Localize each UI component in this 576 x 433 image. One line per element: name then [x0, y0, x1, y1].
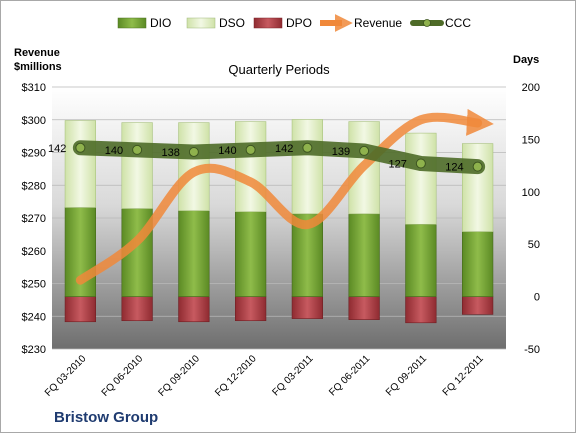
ccc-point: [75, 142, 86, 153]
revenue-line: [75, 108, 494, 285]
left-tick-label: $240: [22, 311, 46, 323]
bar-dio: [348, 213, 380, 297]
legend-item-revenue: Revenue: [320, 14, 402, 32]
bar-dpo: [235, 296, 267, 322]
ccc-data-label: 140: [105, 145, 123, 157]
bar-dio: [405, 223, 437, 297]
ccc-point: [245, 144, 256, 155]
ccc-data-label: 142: [275, 143, 293, 155]
x-axis-ticks: FQ 03-2010 FQ 06-2010 FQ 09-2010 FQ 12-2010…: [43, 353, 486, 399]
right-tick-label: 150: [522, 134, 540, 146]
bar-dso: [235, 121, 267, 213]
bar-dio: [178, 210, 210, 297]
legend: DIO DSO DPO Revenue CCC: [117, 14, 471, 32]
legend-item-dso: DSO: [186, 16, 245, 30]
x-tick-label: FQ 06-2010: [100, 353, 146, 399]
right-tick-label: 100: [522, 187, 540, 199]
right-axis-title: Days: [513, 54, 539, 66]
legend-swatch-dpo: [253, 17, 283, 29]
ccc-point: [188, 146, 199, 157]
legend-item-ccc: CCC: [410, 16, 471, 30]
right-tick-label: 200: [522, 82, 540, 94]
bar-dso: [462, 143, 494, 232]
legend-label-dpo: DPO: [286, 16, 312, 30]
chart-title: Quarterly Periods: [228, 62, 330, 77]
right-tick-label: -50: [524, 344, 540, 356]
bars: [64, 119, 494, 324]
ccc-data-label: 142: [48, 143, 66, 155]
x-tick-label: FQ 03-2011: [271, 353, 316, 398]
legend-marker-ccc: [423, 19, 431, 27]
bar-dio: [462, 231, 494, 297]
x-tick-label: FQ 06-2011: [327, 353, 372, 398]
bar-dpo: [64, 296, 96, 323]
ccc-series: [72, 140, 486, 175]
legend-label-revenue: Revenue: [354, 16, 402, 30]
left-tick-label: $290: [22, 148, 46, 160]
left-axis-ticks: $230 $240 $250 $260 $270 $280 $290 $300 $310: [22, 82, 46, 356]
ccc-point: [132, 144, 143, 155]
left-axis-title-line1: Revenue: [14, 47, 60, 59]
ccc-data-label: 140: [218, 145, 236, 157]
legend-label-dso: DSO: [219, 16, 245, 30]
left-tick-label: $310: [22, 82, 46, 94]
x-tick-label: FQ 09-2010: [156, 353, 202, 399]
legend-swatch-dio: [117, 17, 147, 29]
ccc-point: [415, 158, 426, 169]
bar-dpo: [121, 296, 153, 322]
bar-dpo: [178, 296, 210, 323]
right-tick-label: 50: [528, 239, 540, 251]
x-tick-label: FQ 03-2010: [43, 353, 89, 399]
ccc-line: [72, 140, 486, 175]
bar-dso: [291, 119, 323, 215]
right-axis-ticks: -50 0 50 100 150 200: [522, 82, 540, 356]
x-tick-label: FQ 09-2011: [384, 353, 429, 398]
ccc-data-label: 124: [445, 162, 463, 174]
left-tick-label: $300: [22, 115, 46, 127]
bar-dso: [405, 132, 437, 225]
ccc-data-label: 139: [332, 146, 350, 158]
right-tick-label: 0: [534, 292, 540, 304]
left-tick-label: $270: [22, 213, 46, 225]
left-tick-label: $250: [22, 279, 46, 291]
bar-dso: [64, 120, 96, 208]
x-tick-label: FQ 12-2011: [441, 353, 486, 398]
ccc-data-label: 127: [389, 159, 407, 171]
bar-dpo: [348, 296, 380, 320]
bar-dpo: [405, 296, 437, 324]
legend-item-dio: DIO: [117, 16, 171, 30]
left-axis-title-line2: $millions: [14, 61, 62, 73]
ccc-data-labels: 142 140 138 140 142 139 127 124: [48, 143, 464, 174]
legend-item-dpo: DPO: [253, 16, 312, 30]
left-tick-label: $260: [22, 246, 46, 258]
ccc-point: [359, 145, 370, 156]
left-tick-label: $230: [22, 344, 46, 356]
ccc-point: [302, 142, 313, 153]
bar-dio: [235, 211, 267, 297]
company-name: Bristow Group: [54, 409, 158, 426]
ccc-data-label: 138: [162, 147, 180, 159]
bar-dpo: [462, 296, 494, 315]
left-tick-label: $280: [22, 180, 46, 192]
ccc-point: [472, 161, 483, 172]
revenue-series: [75, 108, 494, 285]
bar-dso: [121, 122, 153, 209]
legend-label-dio: DIO: [150, 16, 171, 30]
x-tick-label: FQ 12-2010: [213, 353, 259, 399]
bar-dpo: [291, 296, 323, 319]
legend-swatch-dso: [186, 17, 216, 29]
legend-label-ccc: CCC: [445, 16, 471, 30]
